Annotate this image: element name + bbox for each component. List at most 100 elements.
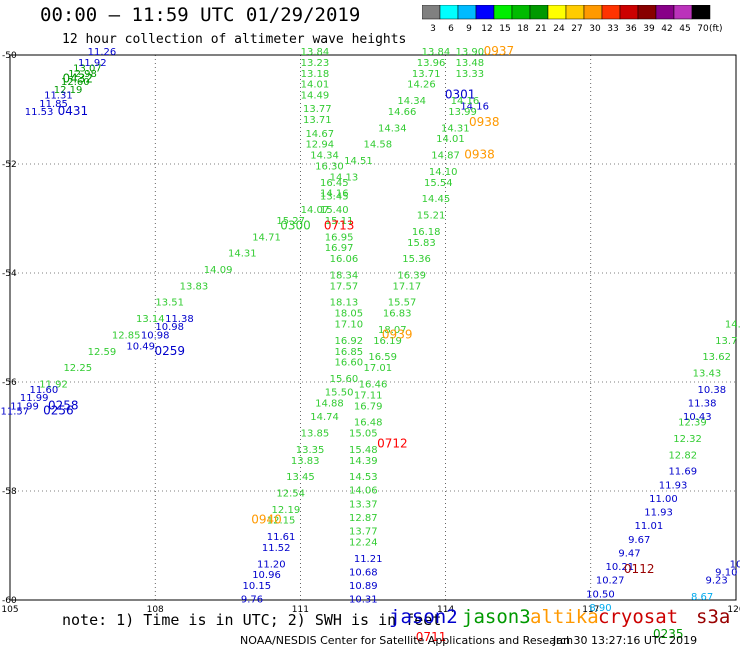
satellite-pass-jason3: 14.0 13.7 13.62 13.43 12.39 12.32 12.82 <box>668 320 740 462</box>
color-swatch <box>691 5 711 20</box>
latitude-label: -52 <box>2 160 17 170</box>
satellite-pass-altika: 0938 <box>464 148 495 162</box>
wave-height-label: 14.71 <box>252 232 281 243</box>
color-tick-label: 15 <box>499 24 510 34</box>
wave-height-label: 18.05 <box>334 309 363 320</box>
wave-height-label: 13.84 <box>422 47 451 58</box>
wave-height-label: 12.98 <box>68 69 97 80</box>
color-tick-label: 3 <box>430 24 436 34</box>
wave-height-label: 12.32 <box>673 434 702 445</box>
wave-height-label: 16.59 <box>368 352 397 363</box>
wave-height-label: 14.87 <box>431 151 460 162</box>
satellite-pass-altika: 0938 <box>469 115 500 129</box>
wave-height-label: 15.57 <box>388 298 417 309</box>
longitude-label: 108 <box>147 605 164 615</box>
pass-time-label: 0940 <box>251 513 282 527</box>
wave-height-label: 13.48 <box>455 58 484 69</box>
wave-height-label: 13.62 <box>702 352 731 363</box>
wave-height-label: 11.38 <box>688 399 717 410</box>
wave-height-label: 12.15 <box>267 516 296 527</box>
color-tick-label: 45 <box>679 24 690 34</box>
wave-height-label: 16.19 <box>373 336 402 347</box>
wave-height-label: 11.21 <box>354 554 383 565</box>
wave-height-label: 14.0 <box>725 320 740 331</box>
wave-height-label: 10.38 <box>697 385 726 396</box>
wave-height-label: 11.99 <box>10 401 39 412</box>
longitude-label: 111 <box>292 605 309 615</box>
wave-height-label: 15.11 <box>325 216 354 227</box>
satellite-pass-cryosat: 0712 <box>377 436 408 450</box>
wave-height-label: 10.21 <box>606 562 635 573</box>
pass-time-label: 0112 <box>624 562 655 576</box>
wave-height-label: 12.59 <box>88 347 117 358</box>
color-tick-label: 30 <box>589 24 601 34</box>
wave-height-label: 13.71 <box>412 69 441 80</box>
wave-height-label: 17.10 <box>334 320 363 331</box>
pass-time-label: 0431 <box>58 104 89 118</box>
wave-height-label: 10.27 <box>596 576 625 587</box>
color-tick-label: 36 <box>625 24 637 34</box>
wave-height-label: 17.11 <box>354 390 383 401</box>
wave-height-label: 11.53 <box>25 107 54 118</box>
color-tick-label: 12 <box>481 24 492 34</box>
legend-s3a: s3a <box>696 606 731 628</box>
wave-height-label: 18.34 <box>330 270 359 281</box>
latitude-label: -60 <box>2 596 17 606</box>
wave-height-label: 10.98 <box>155 322 184 333</box>
wave-height-label: 11.26 <box>88 47 117 58</box>
wave-height-label: 11.93 <box>659 480 688 491</box>
wave-height-label: 14.06 <box>349 486 378 497</box>
pass-time-label: 0712 <box>377 436 408 450</box>
wave-height-label: 15.83 <box>407 238 436 249</box>
legend-jason2: jason2 <box>389 606 458 628</box>
wave-height-label: 15.50 <box>325 388 354 399</box>
wave-height-label: 13.33 <box>455 69 484 80</box>
wave-height-label: 13.90 <box>455 47 484 58</box>
color-scale-legend: 3 6 9 12 15 18 21 24 27 30 33 36 39 42 45 70 (ft) <box>422 5 723 34</box>
wave-height-label: 10.68 <box>349 567 378 578</box>
wave-height-label: 10.89 <box>349 581 378 592</box>
longitude-label: 114 <box>437 605 454 615</box>
wave-height-label: 11.01 <box>635 521 664 532</box>
wave-height-label: 14.34 <box>378 123 407 134</box>
wave-height-label: 15.05 <box>349 429 378 440</box>
satellite-pass-altika: 0940 <box>251 513 282 527</box>
satellite-pass-s3a: 0112 <box>624 562 655 576</box>
wave-height-label: 14.09 <box>204 265 233 276</box>
satellite-pass-jason2: 11.21 10.68 10.89 10.31 <box>349 554 382 606</box>
wave-height-label: 14.31 <box>441 123 470 134</box>
wave-height-label: 14.01 <box>301 80 330 91</box>
pass-time-label: 0301 <box>445 88 476 102</box>
wave-height-label: 10.96 <box>252 570 281 581</box>
wave-height-label: 11.85 <box>39 99 68 110</box>
pass-time-label: 0937 <box>484 44 515 58</box>
page-subtitle: 12 hour collection of altimeter wave hei… <box>62 32 407 47</box>
longitude-label: 120 <box>727 605 740 615</box>
wave-height-label: 16.60 <box>334 358 363 369</box>
satellite-pass-jason3: 13.8413.9613.7114.2614.3414.6614.3414.58… <box>39 47 450 390</box>
wave-height-label: 14.74 <box>310 412 339 423</box>
wave-height-label: 11.00 <box>649 494 678 505</box>
color-tick-label: 42 <box>661 24 672 34</box>
wave-height-label: 15.21 <box>417 211 446 222</box>
wave-height-label: 13.83 <box>291 456 320 467</box>
color-unit-label: (ft) <box>709 24 723 34</box>
wave-height-label: 14.88 <box>315 399 344 410</box>
wave-height-label: 13.96 <box>417 58 446 69</box>
wave-height-label: 11.60 <box>30 385 59 396</box>
wave-height-label: 12.87 <box>349 513 378 524</box>
color-tick-label: 27 <box>571 24 582 34</box>
wave-height-label: 14.01 <box>436 134 465 145</box>
wave-height-label: 16.39 <box>397 270 426 281</box>
wave-height-label: 10.50 <box>586 589 615 600</box>
wave-height-label: 11.31 <box>44 91 73 102</box>
wave-height-label: 11.99 <box>20 393 49 404</box>
satellite-pass-jason3: 0235 <box>653 627 684 641</box>
wave-height-label: 15.48 <box>349 445 378 456</box>
footer-note: note: 1) Time is in UTC; 2) SWH is in fe… <box>62 611 442 629</box>
wave-height-label: 15.60 <box>330 374 359 385</box>
color-tick-label: 21 <box>535 24 546 34</box>
pass-time-label: 0938 <box>464 148 495 162</box>
